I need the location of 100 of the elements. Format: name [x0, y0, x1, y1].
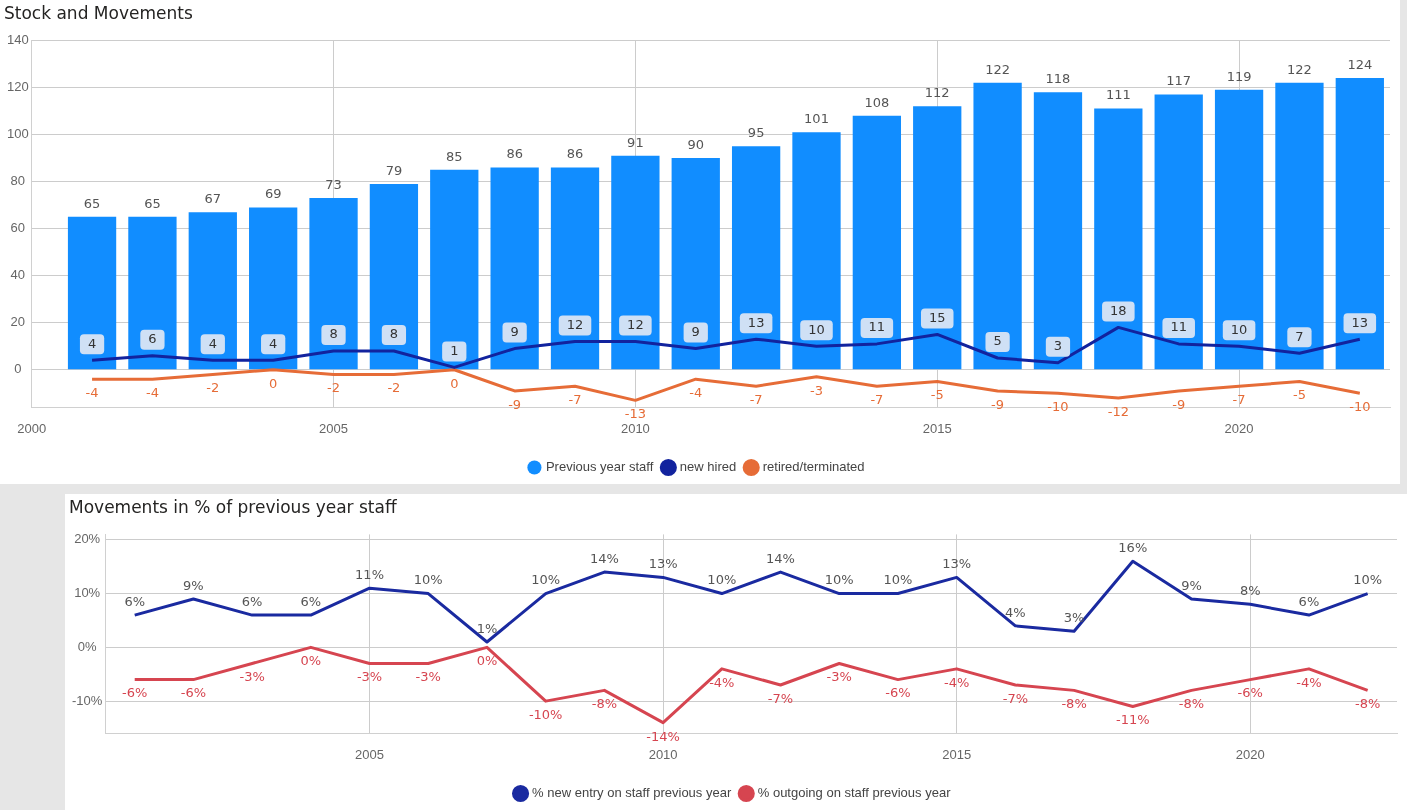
data-label: -3 [810, 382, 823, 398]
x-tick-label: 2010 [620, 420, 650, 436]
legend-label: % outgoing on staff previous year [757, 785, 952, 801]
x-tick-label: 2015 [942, 746, 972, 762]
data-label: -7 [1232, 392, 1246, 408]
data-label: -3% [239, 669, 265, 685]
data-label: 122 [1287, 61, 1312, 77]
bar [852, 115, 902, 370]
data-label: 101 [804, 111, 829, 127]
data-label: 10 [808, 321, 825, 337]
data-label: -9 [991, 396, 1005, 412]
data-label: 118 [1045, 71, 1071, 87]
x-tick-label: 2005 [319, 420, 348, 436]
data-label: 3 [1053, 338, 1063, 354]
y-tick-label: 0% [77, 638, 98, 654]
data-label: 90 [687, 136, 705, 152]
chart-title: Movements in % of previous year staff [69, 496, 398, 517]
bar [1154, 94, 1203, 370]
bar [973, 82, 1022, 370]
data-label: 124 [1347, 56, 1373, 72]
y-tick-label: 40 [10, 267, 26, 283]
bar [731, 146, 781, 370]
bar [611, 155, 660, 370]
data-label: 8 [329, 326, 338, 342]
data-label: 18 [1110, 302, 1127, 318]
data-label: 10% [531, 572, 561, 588]
y-tick-label: 10% [74, 585, 101, 601]
bar [369, 183, 419, 370]
bar [249, 207, 298, 370]
data-label: 9 [691, 323, 700, 339]
data-label: -13 [624, 406, 646, 422]
data-label: 12 [627, 316, 644, 332]
data-label: 3% [1063, 610, 1085, 626]
data-label: 5 [993, 333, 1002, 349]
data-label: 14% [589, 550, 619, 566]
data-label: 6% [124, 593, 146, 609]
data-label: -2 [327, 380, 341, 396]
data-label: 4 [269, 335, 278, 351]
data-label: -6% [122, 685, 148, 701]
data-label: -7 [870, 392, 884, 408]
data-label: 1 [450, 342, 459, 358]
data-label: 13% [942, 556, 972, 572]
data-label: -8% [1178, 696, 1205, 712]
data-label: -10 [1349, 399, 1371, 415]
data-label: -3% [415, 669, 441, 685]
data-label: -4% [709, 674, 735, 690]
data-label: 16% [1118, 540, 1148, 556]
data-label: 0% [476, 653, 498, 669]
y-tick-label: -10% [71, 692, 103, 708]
data-label: -3% [356, 669, 383, 685]
y-tick-label: 120 [6, 79, 29, 95]
data-label: 13 [1351, 314, 1369, 330]
data-label: -7 [749, 392, 763, 408]
data-label: 67 [204, 191, 222, 207]
data-label: -7 [568, 392, 582, 408]
data-label: 4% [1005, 604, 1026, 620]
data-label: -10% [528, 707, 563, 722]
data-label: 4 [208, 335, 217, 351]
data-label: -4% [1296, 674, 1322, 690]
data-label: 0% [300, 653, 322, 669]
y-tick-label: 80 [10, 173, 26, 189]
data-label: 6 [148, 331, 157, 347]
x-tick-label: 2005 [355, 746, 385, 762]
data-label: 6% [1298, 593, 1320, 609]
data-label: 111 [1105, 87, 1131, 103]
data-label: 91 [627, 134, 644, 150]
y-tick-label: 140 [6, 31, 29, 47]
data-label: -5 [930, 387, 944, 403]
bar [1214, 89, 1264, 370]
bar [550, 167, 600, 370]
x-tick-label: 2010 [648, 746, 678, 762]
data-label: 95 [747, 125, 765, 141]
data-label: 122 [985, 61, 1011, 77]
data-label: -6% [1237, 685, 1263, 701]
data-label: 7 [1295, 328, 1304, 344]
x-tick-label: 2020 [1224, 420, 1254, 436]
legend-label: new hired [679, 459, 737, 475]
data-label: -8% [1061, 696, 1087, 712]
data-label: 108 [864, 94, 890, 110]
data-label: 73 [325, 176, 342, 192]
bar [1335, 78, 1384, 370]
x-tick-label: 2015 [922, 420, 952, 436]
bar [671, 158, 720, 370]
data-label: -9 [508, 396, 522, 412]
data-label: 86 [566, 146, 584, 162]
data-label: 9% [1181, 577, 1202, 593]
data-label: -12 [1107, 403, 1129, 419]
data-label: 10 [1230, 321, 1248, 337]
data-label: 10% [707, 572, 737, 588]
data-label: 8% [1239, 583, 1261, 599]
bar [490, 167, 539, 370]
data-label: 4 [87, 335, 97, 351]
data-label: -2 [387, 380, 401, 396]
bar [1094, 108, 1143, 370]
data-label: 10% [413, 572, 443, 588]
bar [430, 169, 479, 370]
data-label: -4 [85, 385, 99, 401]
data-label: 0 [450, 375, 459, 391]
x-tick-label: 2000 [17, 420, 47, 436]
y-tick-label: 60 [10, 220, 26, 236]
